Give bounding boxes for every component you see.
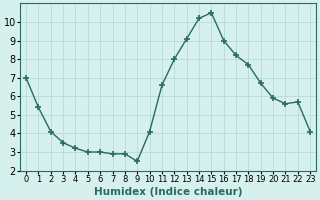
X-axis label: Humidex (Indice chaleur): Humidex (Indice chaleur) [94, 187, 242, 197]
